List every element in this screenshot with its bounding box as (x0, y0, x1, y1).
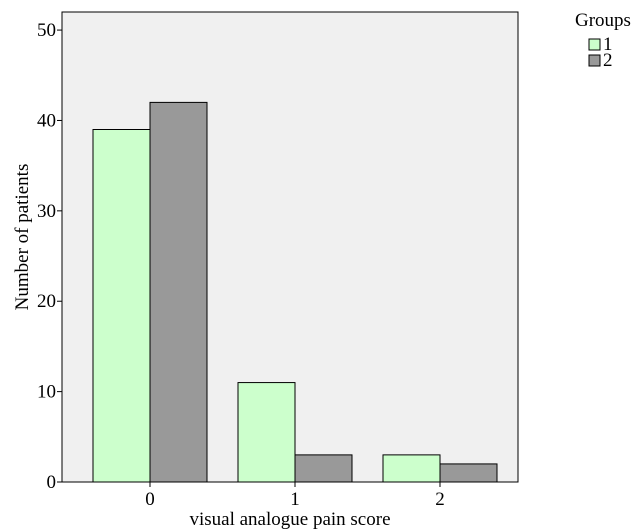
x-tick-label: 2 (435, 489, 445, 510)
legend-label-2: 2 (603, 50, 613, 71)
legend-swatch-1 (588, 38, 601, 51)
y-tick-label: 30 (37, 201, 56, 222)
bar-series-2-cat-1 (294, 454, 353, 483)
y-axis: 0 10 20 30 40 50 (37, 20, 62, 493)
legend-label-1: 1 (603, 34, 613, 55)
x-axis: 0 1 2 (145, 482, 445, 510)
legend-swatch-2 (588, 54, 601, 67)
legend: Groups 12 (575, 10, 631, 71)
x-tick-label: 0 (145, 489, 155, 510)
bar-series-2-cat-2 (439, 463, 498, 483)
bar-series-1-cat-2 (382, 454, 441, 483)
y-tick-label: 20 (37, 291, 56, 312)
y-tick-label: 40 (37, 110, 56, 131)
bars-group (92, 101, 498, 483)
bar-series-1-cat-0 (92, 129, 151, 483)
y-tick-label: 0 (47, 472, 57, 493)
bar-series-1-cat-1 (237, 382, 296, 483)
y-axis-label: Number of patients (12, 164, 33, 311)
x-tick-label: 1 (290, 489, 300, 510)
bar-series-2-cat-0 (149, 101, 208, 483)
x-axis-label: visual analogue pain score (189, 509, 390, 530)
y-tick-label: 50 (37, 20, 56, 41)
y-tick-label: 10 (37, 382, 56, 403)
legend-title: Groups (575, 10, 631, 31)
